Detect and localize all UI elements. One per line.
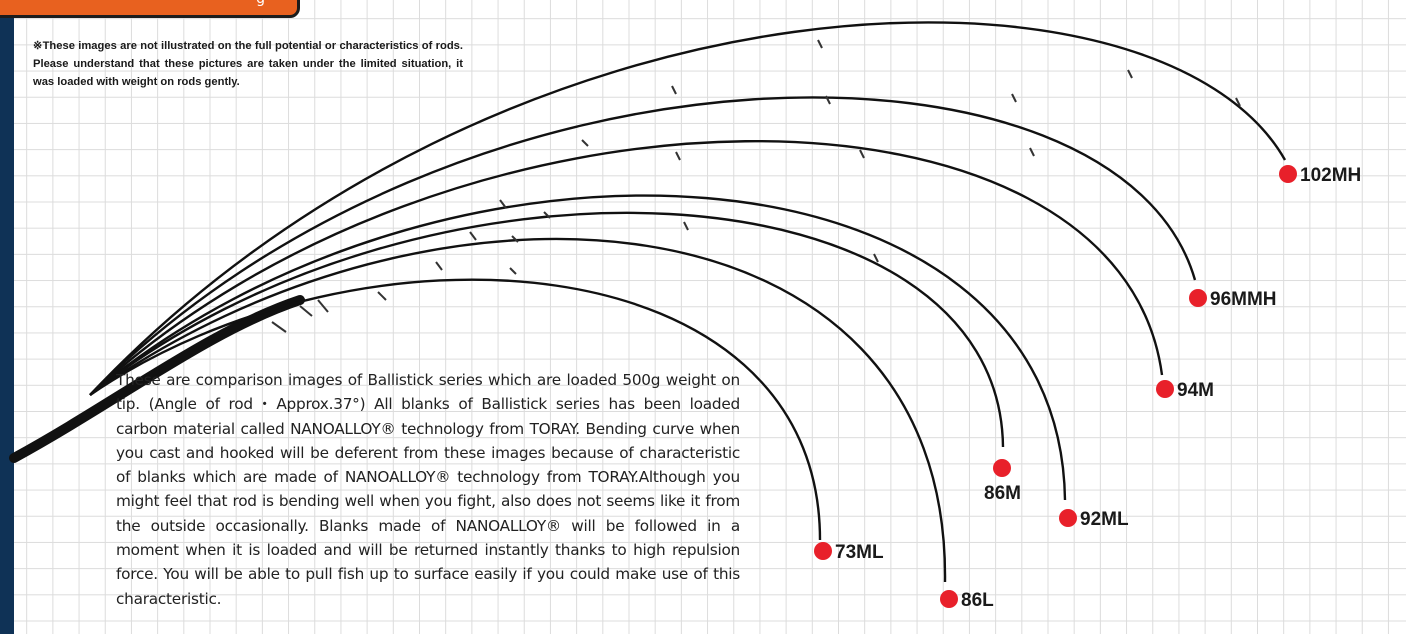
marker-dot bbox=[1059, 509, 1077, 527]
rod-73ML bbox=[89, 278, 822, 541]
marker-dot bbox=[1189, 289, 1207, 307]
rod-86L bbox=[89, 237, 947, 583]
rod-butt bbox=[9, 295, 305, 463]
rod-96MMH bbox=[89, 96, 1197, 396]
rod-label-92ML: 92ML bbox=[1059, 509, 1129, 531]
rod-label-102MH: 102MH bbox=[1279, 165, 1361, 187]
marker-dot bbox=[940, 590, 958, 608]
rod-label-94M: 94M bbox=[1156, 380, 1214, 402]
disclaimer-text: ※These images are not illustrated on the… bbox=[33, 40, 463, 89]
rod-102MH bbox=[89, 21, 1287, 396]
marker-dot bbox=[1156, 380, 1174, 398]
description-text: These are comparison images of Ballistic… bbox=[116, 371, 740, 608]
rod-label-86L: 86L bbox=[940, 590, 994, 612]
rod-label-73ML: 73ML bbox=[814, 542, 884, 564]
rod-label-96MMH: 96MMH bbox=[1189, 289, 1277, 311]
rod-label-86M: 86M bbox=[984, 459, 1021, 505]
header-tab-label: g bbox=[256, 0, 265, 7]
marker-dot bbox=[993, 459, 1012, 477]
left-accent-bar bbox=[0, 0, 14, 634]
rod-86M bbox=[89, 211, 1005, 448]
rod-92ML bbox=[89, 194, 1067, 501]
rod-guides bbox=[271, 39, 1241, 333]
marker-dot bbox=[814, 542, 832, 560]
header-tab: g bbox=[0, 0, 300, 18]
marker-dot bbox=[1279, 165, 1297, 183]
rod-94M bbox=[89, 140, 1164, 396]
